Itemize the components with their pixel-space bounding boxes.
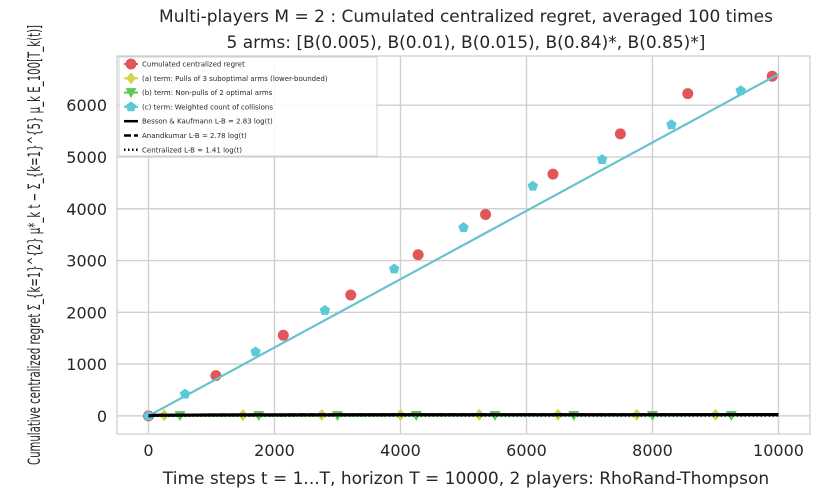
y-axis-label: Cumulative centralized regret Σ_{k=1}^{2… — [25, 25, 45, 465]
series-line — [148, 73, 779, 417]
chart-title-line1: Multi-players M = 2 : Cumulated centrali… — [159, 7, 773, 27]
data-point — [614, 128, 626, 140]
data-point — [480, 208, 492, 220]
data-point — [527, 180, 538, 191]
data-point — [389, 263, 400, 274]
y-tick-labels: 0 1000 2000 3000 4000 5000 6000 — [66, 96, 107, 426]
legend-marker — [126, 72, 136, 85]
legend-entry: Centralized L-B = 1.41 log(t) — [142, 146, 242, 154]
x-tick-label: 8000 — [632, 441, 673, 460]
legend-entry: (a) term: Pulls of 3 suboptimal arms (lo… — [142, 75, 328, 83]
data-point — [143, 410, 154, 421]
legend-entry: Anandkumar L-B = 2.78 log(t) — [142, 132, 247, 140]
y-tick-label: 0 — [97, 407, 107, 426]
data-point — [179, 388, 191, 399]
data-point — [458, 222, 469, 232]
legend-entry: (b) term: Non-pulls of 2 optimal arms — [142, 89, 273, 97]
series-3 — [143, 73, 779, 421]
legend-marker — [125, 101, 137, 112]
x-tick-labels: 0 2000 4000 6000 8000 10000 — [143, 441, 804, 460]
data-point — [547, 168, 559, 180]
y-tick-label: 2000 — [66, 303, 107, 322]
x-tick-label: 4000 — [380, 441, 421, 460]
legend-box — [118, 56, 378, 157]
legend-marker — [125, 88, 137, 99]
y-tick-label: 4000 — [66, 200, 107, 219]
y-tick-label: 3000 — [66, 252, 107, 271]
x-axis-label: Time steps t = 1...T, horizon T = 10000,… — [162, 469, 769, 489]
data-point — [666, 119, 677, 130]
y-tick-label: 1000 — [66, 355, 107, 374]
series-line — [148, 413, 779, 418]
y-tick-label: 5000 — [66, 148, 107, 167]
y-tick-label: 6000 — [66, 96, 107, 115]
legend-entry: Besson & Kaufmann L-B = 2.83 log(t) — [142, 118, 273, 126]
x-tick-label: 10000 — [753, 441, 804, 460]
series-5 — [148, 413, 779, 418]
x-tick-label: 2000 — [254, 441, 295, 460]
legend-marker — [125, 58, 137, 70]
chart-title-line2: 5 arms: [B(0.005), B(0.01), B(0.015), B(… — [227, 33, 706, 53]
legend-entry: Cumulated centralized regret — [142, 61, 245, 69]
legend: Cumulated centralized regret (a) term: Pu… — [118, 56, 378, 157]
data-point — [596, 154, 608, 164]
legend-entry: (c) term: Weighted count of collisions — [142, 103, 273, 111]
data-point — [277, 329, 289, 341]
data-point — [412, 249, 424, 261]
data-point — [735, 85, 746, 96]
series-6 — [148, 413, 779, 418]
series-line — [148, 413, 779, 418]
data-point — [319, 305, 331, 315]
x-tick-label: 6000 — [506, 441, 547, 460]
x-tick-label: 0 — [143, 441, 153, 460]
data-point — [345, 289, 357, 301]
data-point — [682, 88, 694, 100]
series-group — [143, 70, 779, 422]
data-point — [250, 346, 261, 357]
